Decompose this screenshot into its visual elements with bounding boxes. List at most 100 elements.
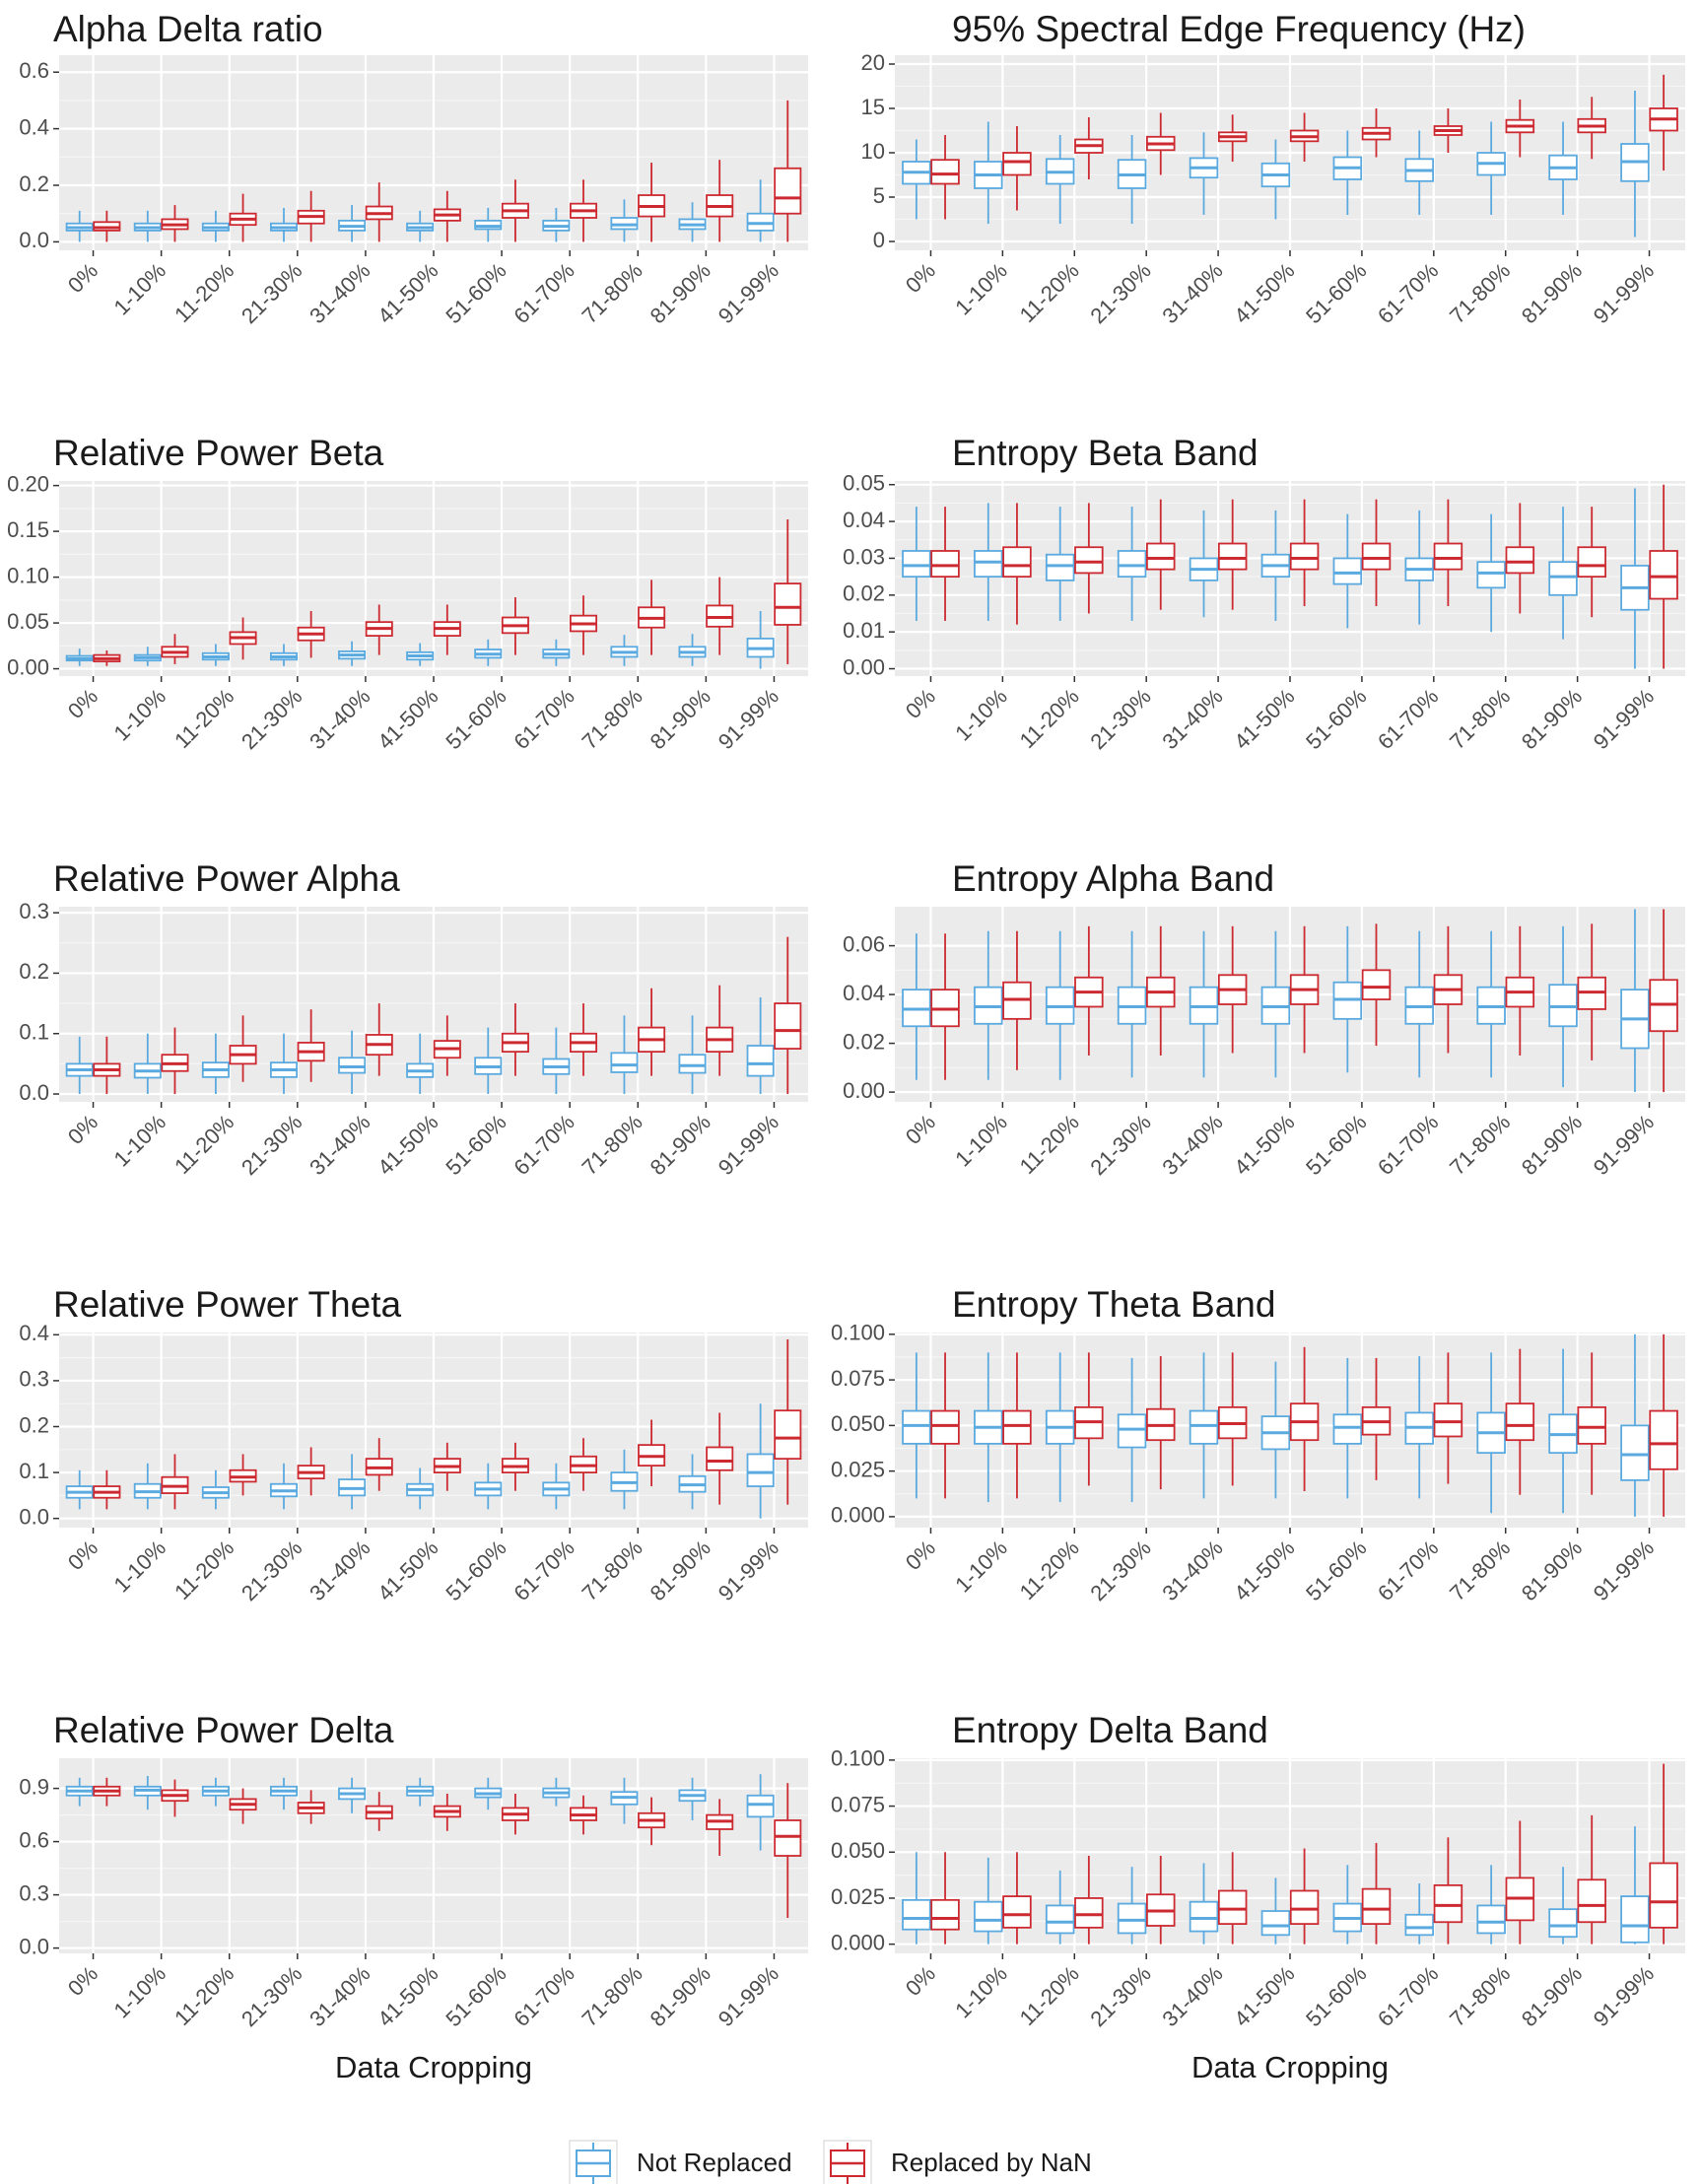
panel-entropy-beta-band-box-not-replaced <box>902 507 931 621</box>
panel-alpha-delta-ratio-box-replaced-by-nan <box>229 193 257 242</box>
panel-relative-power-theta-xtick-label: 61-70% <box>509 1536 578 1605</box>
panel-relative-power-delta-box-replaced-by-nan <box>706 1799 734 1856</box>
panel-entropy-delta-band-xtick-label: 81-90% <box>1517 1961 1587 2031</box>
panel-relative-power-theta-box-replaced-by-nan <box>365 1438 393 1491</box>
panel-95-spectral-edge-frequency-hz-box-not-replaced <box>902 139 931 220</box>
panel-entropy-theta-band-series-replaced-by-nan <box>930 1333 1678 1517</box>
panel-relative-power-alpha-box-replaced-by-nan <box>93 1036 121 1095</box>
panel-entropy-theta-band-xtick-label: 91-99% <box>1589 1536 1659 1605</box>
panel-entropy-theta-band-ytick-label: 0.100 <box>831 1321 885 1345</box>
panel-relative-power-theta-box-not-replaced <box>678 1454 707 1510</box>
panel-relative-power-theta-box-replaced-by-nan <box>433 1442 461 1491</box>
panel-relative-power-beta-ytick-label: 0.15 <box>7 517 49 542</box>
panel-entropy-beta-band-box-not-replaced <box>1189 510 1219 618</box>
panel-entropy-delta-band-box-replaced-by-nan <box>1577 1814 1606 1945</box>
panel-relative-power-beta-xtick-label: 1-10% <box>109 684 171 746</box>
panel-relative-power-theta-series-replaced-by-nan <box>93 1338 802 1510</box>
panel-relative-power-delta-box-replaced-by-nan <box>501 1794 529 1835</box>
panel-relative-power-alpha-box-not-replaced <box>474 1027 503 1095</box>
panel-relative-power-theta-xtick-label: 51-60% <box>441 1536 510 1605</box>
panel-relative-power-delta-xtick-label: 71-80% <box>578 1961 647 2031</box>
panel-relative-power-delta-box-replaced-by-nan <box>161 1779 189 1817</box>
legend-label-not-replaced: Not Replaced <box>637 2148 792 2177</box>
panel-relative-power-theta-xtick-label: 1-10% <box>109 1536 171 1598</box>
panel-entropy-beta-band-ytick-label: 0.01 <box>843 618 885 643</box>
panel-relative-power-theta-box-not-replaced <box>746 1403 775 1519</box>
panel-alpha-delta-ratio-ytick-label: 0.2 <box>19 171 49 196</box>
panel-entropy-delta-band-xtick-label: 21-30% <box>1085 1961 1155 2031</box>
panel-entropy-alpha-band-xtick-label: 81-90% <box>1517 1110 1587 1180</box>
box-body <box>774 167 802 215</box>
panel-relative-power-delta-xtick-label: 61-70% <box>509 1961 578 2031</box>
panel-entropy-alpha-band-series-replaced-by-nan <box>930 909 1678 1093</box>
panel-relative-power-alpha-xtick-label: 41-50% <box>373 1110 442 1180</box>
panel-relative-power-alpha-box-replaced-by-nan <box>501 1003 529 1076</box>
box-body <box>746 1045 775 1077</box>
panel-relative-power-delta-box-replaced-by-nan <box>433 1794 461 1831</box>
panel-relative-power-alpha-box-replaced-by-nan <box>161 1027 189 1095</box>
panel-relative-power-theta-box-replaced-by-nan <box>93 1469 121 1510</box>
panel-entropy-theta-band-box-replaced-by-nan <box>1074 1352 1104 1486</box>
panel-entropy-delta-band-ytick-label: 0.075 <box>831 1792 885 1816</box>
panel-alpha-delta-ratio-xtick-label: 91-99% <box>714 258 783 328</box>
panel-relative-power-delta-box-replaced-by-nan <box>569 1795 598 1835</box>
panel-relative-power-alpha-xtick-label: 81-90% <box>646 1110 715 1180</box>
panel-entropy-beta-band: Entropy Beta Band 0.00 0.01 0.02 0.03 0.04 0.0… <box>843 433 1685 754</box>
panel-relative-power-delta-box-replaced-by-nan <box>93 1777 121 1807</box>
panel-95-spectral-edge-frequency-hz-box-replaced-by-nan <box>1649 74 1678 171</box>
panel-relative-power-delta-box-replaced-by-nan <box>774 1783 802 1918</box>
panel-entropy-alpha-band-box-not-replaced <box>1117 930 1147 1078</box>
box-body <box>1476 561 1506 589</box>
panel-entropy-alpha-band-ytick-label: 0.02 <box>843 1029 885 1054</box>
panel-entropy-delta-band-ytick-label: 0.100 <box>831 1746 885 1771</box>
panel-entropy-beta-band-series-not-replaced <box>902 488 1650 669</box>
panel-relative-power-beta-title: Relative Power Beta <box>53 433 384 473</box>
panel-95-spectral-edge-frequency-hz-box-replaced-by-nan <box>930 135 960 220</box>
panel-entropy-beta-band-box-not-replaced <box>1620 488 1650 669</box>
box-body <box>1045 1904 1075 1935</box>
panel-relative-power-alpha-xtick-label: 51-60% <box>441 1110 510 1180</box>
panel-relative-power-alpha-box-not-replaced <box>65 1036 94 1095</box>
panel-entropy-theta-band: Entropy Theta Band 0.000 0.025 0.050 0.075 0.… <box>831 1284 1685 1605</box>
panel-relative-power-theta-box-not-replaced <box>474 1463 503 1510</box>
panel-alpha-delta-ratio-box-not-replaced <box>678 202 707 242</box>
panel-relative-power-theta-xtick-label: 31-40% <box>305 1536 374 1605</box>
panel-entropy-delta-band-box-not-replaced <box>902 1852 931 1945</box>
box-body <box>1476 1904 1506 1935</box>
panel-entropy-theta-band-box-replaced-by-nan <box>1433 1352 1463 1484</box>
panel-relative-power-alpha-box-replaced-by-nan <box>569 1003 598 1076</box>
panel-relative-power-beta-xtick-label: 61-70% <box>509 684 578 754</box>
panel-relative-power-beta-box-not-replaced <box>542 639 571 666</box>
panel-95-spectral-edge-frequency-hz-box-replaced-by-nan <box>1289 112 1320 162</box>
box-body <box>974 550 1003 579</box>
panel-entropy-theta-band-box-not-replaced <box>1189 1352 1219 1499</box>
panel-alpha-delta-ratio-box-not-replaced <box>474 207 503 242</box>
panel-relative-power-theta-box-replaced-by-nan <box>706 1412 734 1505</box>
panel-95-spectral-edge-frequency-hz-box-replaced-by-nan <box>1505 100 1535 158</box>
box-body <box>1361 542 1392 571</box>
panel-relative-power-beta-xtick-label: 91-99% <box>714 684 783 754</box>
box-body <box>1332 557 1363 585</box>
panel-95-spectral-edge-frequency-hz-xtick-label: 81-90% <box>1517 258 1587 328</box>
panel-relative-power-alpha-xtick-label: 0% <box>63 1110 102 1149</box>
box-body <box>1361 969 1392 1000</box>
panel-entropy-delta-band-ytick-label: 0.050 <box>831 1838 885 1863</box>
panel-alpha-delta-ratio-box-replaced-by-nan <box>501 179 529 242</box>
panel-entropy-alpha-band-box-not-replaced <box>1476 930 1506 1078</box>
panel-entropy-theta-band-xtick-label: 11-20% <box>1015 1536 1084 1604</box>
panel-entropy-beta-band-xtick-label: 61-70% <box>1373 684 1443 754</box>
panel-alpha-delta-ratio-box-not-replaced <box>406 210 435 242</box>
panel-entropy-theta-band-box-not-replaced <box>974 1352 1003 1503</box>
panel-relative-power-alpha-ytick-label: 0.0 <box>19 1080 49 1105</box>
box-body <box>1649 1862 1678 1929</box>
panel-entropy-theta-band-xtick-label: 21-30% <box>1085 1536 1155 1605</box>
panel-relative-power-beta-box-not-replaced <box>201 644 230 666</box>
box-body <box>1002 152 1032 176</box>
panel-relative-power-alpha-box-not-replaced <box>133 1033 162 1095</box>
panel-entropy-theta-band-box-replaced-by-nan <box>1289 1346 1320 1491</box>
panel-entropy-beta-band-xtick-label: 51-60% <box>1301 684 1371 754</box>
panel-95-spectral-edge-frequency-hz-xtick-label: 31-40% <box>1157 258 1227 328</box>
panel-relative-power-theta-box-not-replaced <box>65 1469 94 1510</box>
box-body <box>1002 1409 1032 1445</box>
panel-relative-power-alpha-xtick-label: 21-30% <box>237 1110 306 1180</box>
